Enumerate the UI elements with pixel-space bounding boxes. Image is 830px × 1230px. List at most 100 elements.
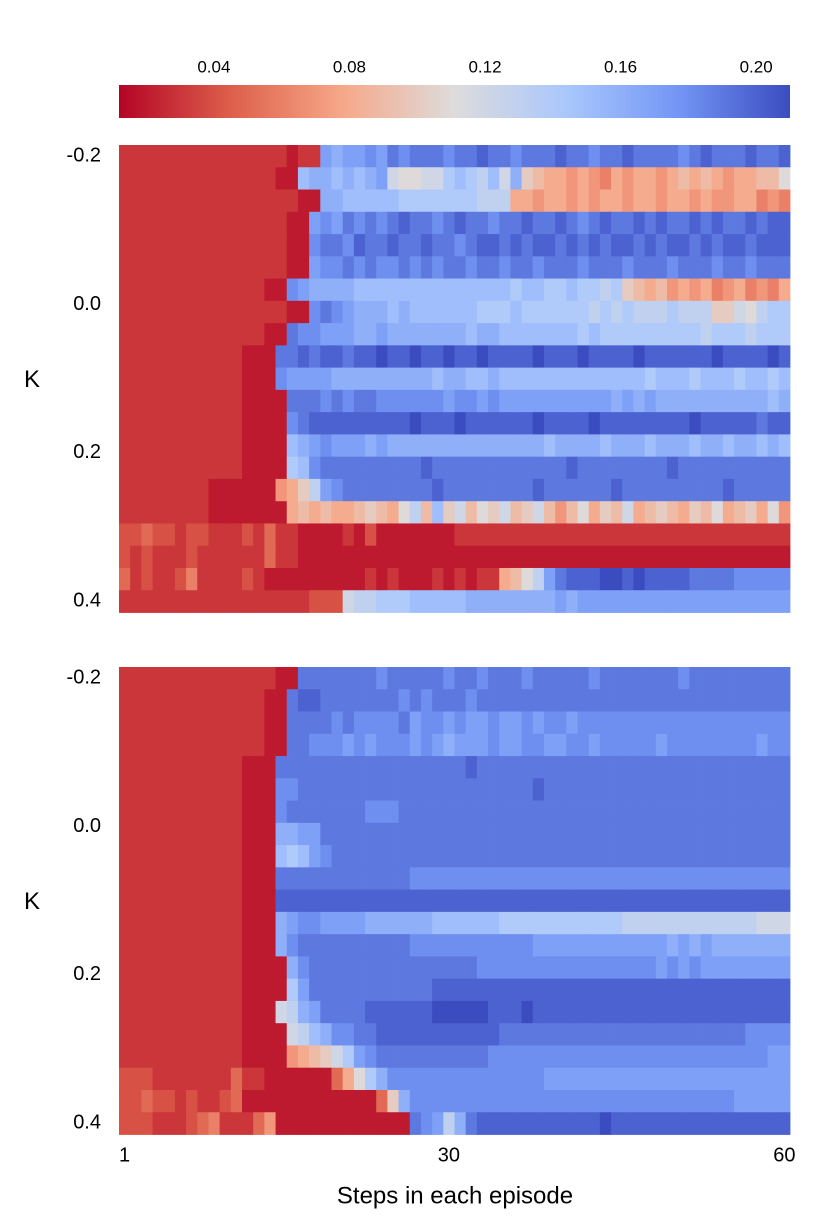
heatmap-cell [778,934,791,957]
heatmap-cell [174,1067,187,1091]
heatmap-cell [264,822,276,846]
heatmap-cell [678,456,690,480]
heatmap-cell [588,845,601,868]
heatmap-cell [510,389,522,413]
heatmap-cell [163,889,176,913]
heatmap-cell [197,1000,209,1024]
heatmap-cell [767,478,780,502]
heatmap-cell [644,323,657,346]
heatmap-cell [611,300,623,324]
heatmap-cell [666,567,679,591]
heatmap-cell [443,778,455,801]
heatmap-cell [756,1023,769,1046]
heatmap-cell [174,412,187,435]
heatmap-cell [756,1045,769,1069]
heatmap-cell [130,478,142,502]
heatmap-cell [320,389,332,413]
heatmap-cell [409,845,422,868]
heatmap-cell [264,934,276,957]
heatmap-cell [264,889,276,913]
heatmap-cell [353,756,366,779]
heatmap-cell [521,689,534,712]
heatmap-cell [365,278,377,302]
heatmap-cell [342,345,355,369]
heatmap-cell [745,434,757,458]
heatmap-cell [510,434,522,458]
heatmap-cell [230,590,243,613]
heatmap-cell [666,889,679,913]
heatmap-cell [342,778,355,801]
heatmap-cell [555,501,567,524]
heatmap-cell [230,756,243,779]
heatmap-cell [331,778,344,801]
heatmap-cell [577,733,590,757]
heatmap-cell [443,1000,455,1024]
heatmap-cell [275,412,288,435]
heatmap-cell [510,323,522,346]
heatmap-cell [745,1023,757,1046]
heatmap-cell [778,1000,791,1024]
heatmap-cell [409,978,422,1002]
heatmap-cell [555,889,567,913]
heatmap-cell [130,1045,142,1069]
heatmap-cell [119,256,131,279]
heatmap-cell [353,523,366,547]
heatmap-cell [599,323,612,346]
heatmap-cell [611,800,623,824]
heatmap-cell [655,934,668,957]
heatmap-cell [208,845,221,868]
heatmap-cell [264,167,276,190]
heatmap-cell [443,822,455,846]
heatmap-cell [219,934,232,957]
heatmap-cell [286,300,299,324]
heatmap-cell [700,956,713,980]
heatmap-cell [286,1000,299,1024]
heatmap-cell [331,523,344,547]
heatmap-cell [611,756,623,779]
heatmap-cell [141,1000,153,1024]
heatmap-cell [443,256,455,279]
heatmap-cell [376,1023,388,1046]
heatmap-cell [767,1067,780,1091]
heatmap-cell [543,545,556,569]
heatmap-cell [387,189,399,213]
heatmap-cell [532,1000,545,1024]
heatmap-cell [745,711,757,735]
heatmap-cell [678,211,690,235]
heatmap-cell [756,934,769,957]
heatmap-cell [722,867,735,891]
heatmap-cell [141,1089,153,1113]
heatmap-cell [309,300,321,324]
heatmap-cell [152,956,165,980]
heatmap-cell [387,300,399,324]
heatmap-cell [678,523,690,547]
heatmap-cell [655,567,668,591]
heatmap-cell [409,956,422,980]
heatmap-cell [309,822,321,846]
heatmap-cell [387,1023,399,1046]
heatmap-cell [353,501,366,524]
heatmap-cell [275,778,288,801]
heatmap-cell [398,323,411,346]
heatmap-cell [622,778,634,801]
heatmap-cell [409,911,422,935]
heatmap-cell [253,1045,265,1069]
heatmap-cell [219,1067,232,1091]
heatmap-cell [543,934,556,957]
heatmap-cell [253,911,265,935]
heatmap-cell [376,733,388,757]
heatmap-cell [499,733,511,757]
heatmap-cell [208,501,221,524]
heatmap-cell [331,1112,344,1135]
heatmap-cell [420,545,433,569]
heatmap-cell [555,733,567,757]
heatmap-cell [588,756,601,779]
heatmap-cell [454,889,467,913]
heatmap-cell [174,822,187,846]
heatmap-cell [767,345,780,369]
heatmap-cell [297,590,310,613]
heatmap-cell [387,545,399,569]
heatmap-cell [521,1067,534,1091]
heatmap-cell [566,167,578,190]
heatmap-cell [309,345,321,369]
